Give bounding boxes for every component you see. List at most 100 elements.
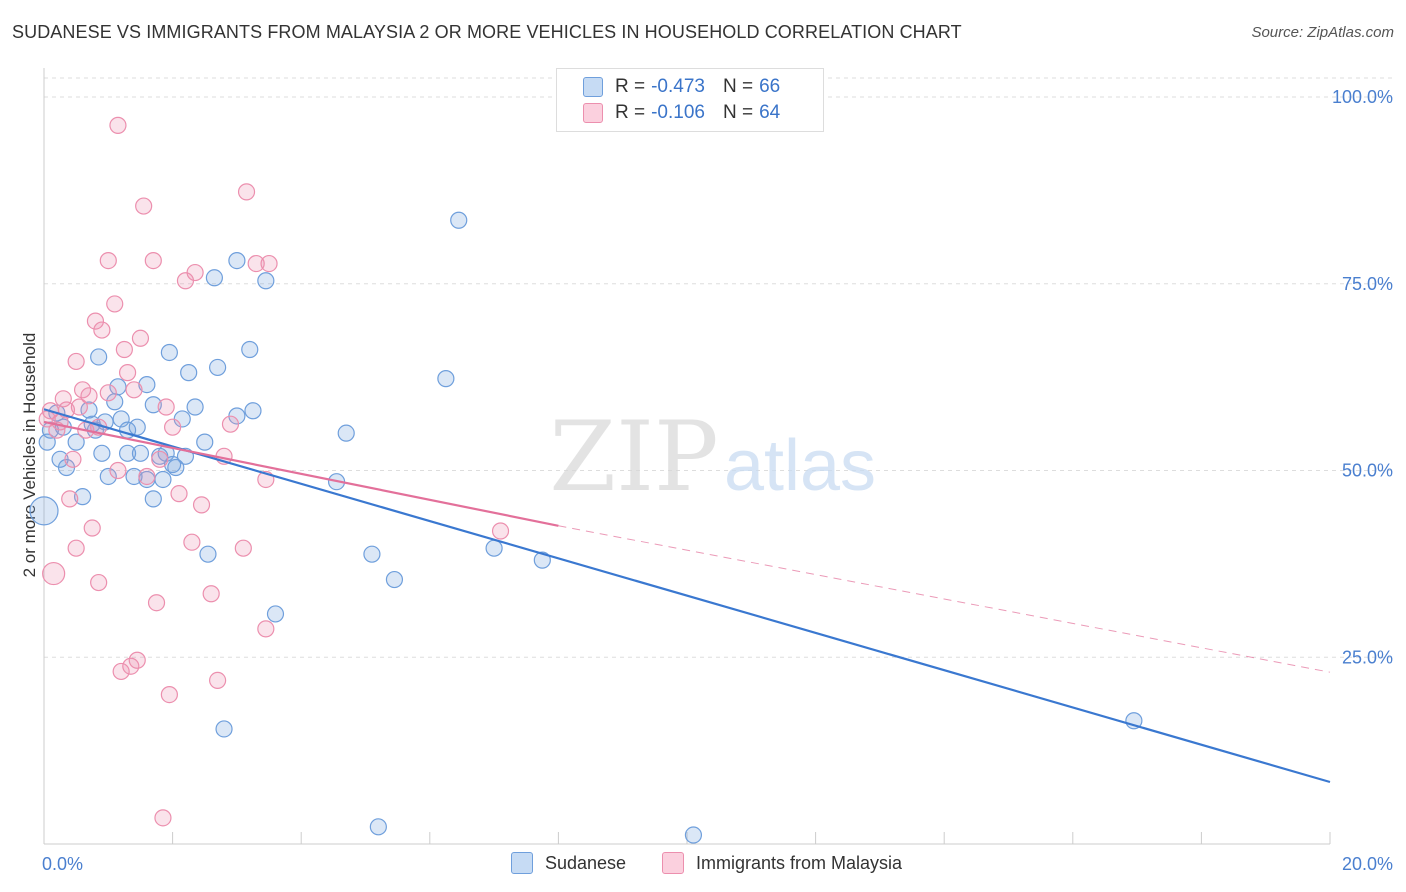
point-malaysia [186,263,204,282]
y-tick-label: 50.0% [1342,461,1393,481]
point-sudanese [369,818,387,836]
point-malaysia [221,415,240,433]
point-sudanese [209,358,227,377]
point-sudanese [257,272,275,290]
point-malaysia [93,321,111,339]
point-malaysia [144,251,162,270]
watermark: ZIP atlas [549,401,876,513]
axes [43,68,1331,845]
legend-n-label: N = [722,76,754,97]
point-malaysia [83,519,101,537]
point-malaysia [154,809,172,827]
point-malaysia [164,418,182,436]
legend-n-value: 66 [759,76,781,97]
point-sudanese [196,433,214,451]
point-malaysia [67,539,85,557]
point-sudanese [485,539,503,557]
point-malaysia [109,116,127,134]
point-malaysia [131,329,150,347]
point-malaysia [135,197,153,215]
legend-swatch-malaysia [662,852,684,874]
point-sudanese [118,444,137,462]
point-sudanese [144,396,162,414]
point-malaysia [80,387,98,405]
point-sudanese [109,378,127,396]
point-malaysia [192,496,211,514]
point-sudanese [363,545,381,563]
point-malaysia [115,340,133,359]
legend-r-value: -0.473 [651,76,705,97]
legend-swatch-sudanese [511,852,533,874]
point-sudanese [437,370,455,388]
y-tick-label: 25.0% [1342,647,1393,667]
legend-item-sudanese[interactable]: Sudanese [511,852,626,874]
point-malaysia [106,295,124,313]
point-sudanese [684,826,703,844]
point-malaysia [90,573,108,592]
trend-line-malaysia [43,420,559,527]
trend-lines [43,408,1331,784]
point-malaysia [237,183,256,201]
point-sudanese [90,348,108,366]
legend-row-sudanese: R = -0.473 N = 66 [557,74,780,100]
point-sudanese [73,488,92,506]
tick-labels: 100.0% 75.0% 50.0% 25.0% 0.0% 20.0% [42,87,1393,874]
legend-item-malaysia[interactable]: Immigrants from Malaysia [662,852,902,874]
legend-r-label: R = [615,76,646,97]
point-sudanese [125,467,143,486]
point-malaysia [86,312,105,330]
point-malaysia [109,461,127,480]
x-tick-label: 0.0% [42,854,83,874]
point-sudanese [244,402,262,420]
point-malaysia [64,450,82,468]
point-sudanese [80,401,98,419]
point-malaysia [138,467,156,486]
watermark-atlas: atlas [724,426,876,506]
point-sudanese [450,211,468,229]
chart-source: Source: ZipAtlas.com [1251,24,1394,41]
point-sudanese [128,418,146,436]
point-malaysia [122,657,140,675]
point-malaysia [209,671,227,690]
point-malaysia [54,390,72,408]
point-sudanese [29,496,59,526]
point-sudanese [186,398,204,416]
grid-lines [44,77,1392,658]
point-malaysia [202,585,220,603]
legend-swatch-malaysia [583,103,603,123]
point-sudanese [93,444,111,462]
trend-line-sudanese [43,408,1331,784]
point-malaysia [260,254,278,273]
point-sudanese [205,269,223,287]
point-malaysia [257,620,275,638]
legend-label-malaysia: Immigrants from Malaysia [696,852,903,873]
series-legend: Sudanese Immigrants from Malaysia [0,852,1406,878]
point-sudanese [164,455,182,474]
point-malaysia [151,450,169,468]
point-malaysia [157,398,175,416]
point-malaysia [491,522,510,540]
point-malaysia [73,381,92,399]
point-malaysia [118,364,137,382]
point-sudanese [241,340,259,359]
point-sudanese [180,364,198,382]
point-malaysia [67,352,85,371]
legend-r-label: R = [615,102,646,123]
point-sudanese [533,551,551,569]
trend-line-malaysia-extension [558,525,1331,673]
legend-n-label: N = [722,102,754,123]
point-malaysia [170,485,188,503]
point-malaysia [42,561,66,586]
point-malaysia [128,651,146,669]
correlation-legend: R = -0.473 N = 66 R = -0.106 N = 64 [556,68,824,132]
point-malaysia [99,251,117,270]
point-malaysia [125,381,143,399]
point-malaysia [160,685,178,704]
x-tick-label: 20.0% [1342,854,1393,874]
point-sudanese [385,570,404,589]
legend-n-value: 64 [759,102,781,123]
point-sudanese [138,375,156,394]
legend-swatch-sudanese [583,77,603,97]
legend-label-sudanese: Sudanese [545,852,627,873]
